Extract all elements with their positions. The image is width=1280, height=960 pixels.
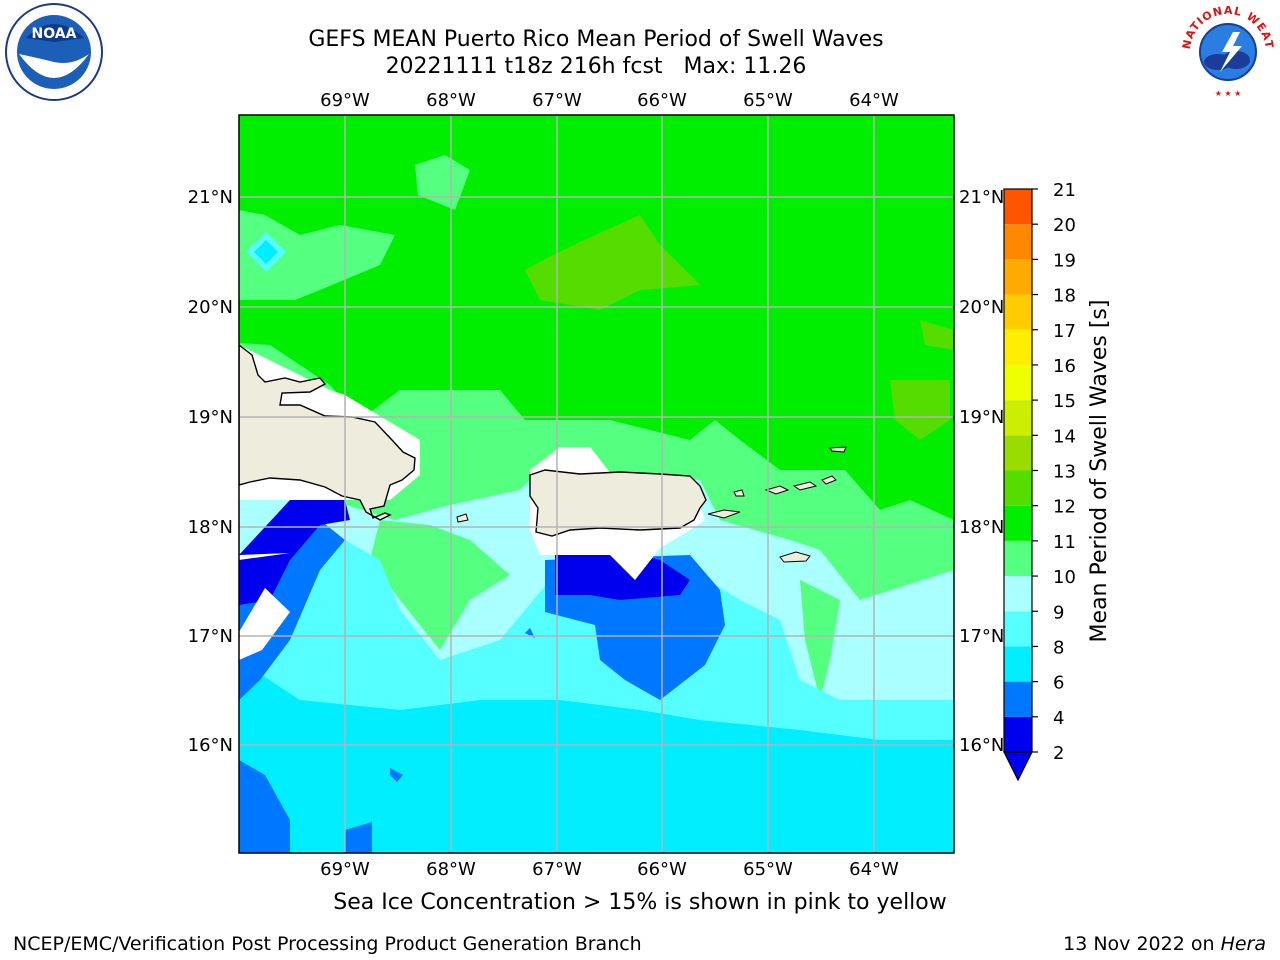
colorbar-tick-label: 8 bbox=[1053, 637, 1064, 658]
st-thomas bbox=[764, 485, 790, 495]
lon-label-bottom: 64°W bbox=[849, 859, 899, 880]
colorbar-tick-label: 20 bbox=[1053, 215, 1076, 236]
lat-label-left: 21°N bbox=[188, 187, 233, 208]
lon-label-bottom: 67°W bbox=[532, 859, 582, 880]
colorbar-bin bbox=[1004, 400, 1032, 436]
colorbar-bin bbox=[1004, 294, 1032, 330]
colorbar-tick-label: 2 bbox=[1053, 743, 1064, 764]
hispaniola bbox=[239, 344, 416, 521]
lat-label-right: 16°N bbox=[959, 735, 1004, 756]
latitude-labels-right: 21°N 20°N 19°N 18°N 17°N 16°N bbox=[959, 187, 1004, 756]
colorbar-tick-label: 18 bbox=[1053, 286, 1076, 307]
map-gridlines bbox=[239, 115, 954, 853]
vieques bbox=[707, 509, 741, 519]
chart-title: GEFS MEAN Puerto Rico Mean Period of Swe… bbox=[308, 27, 884, 52]
colorbar-tick-label: 13 bbox=[1053, 462, 1076, 483]
colorbar-bin bbox=[1004, 505, 1032, 541]
lon-label-top: 69°W bbox=[320, 90, 370, 111]
lat-label-left: 19°N bbox=[188, 407, 233, 428]
colorbar-tick-label: 19 bbox=[1053, 250, 1076, 271]
colorbar-tick-label: 4 bbox=[1053, 708, 1064, 729]
lat-label-right: 18°N bbox=[959, 517, 1004, 538]
chart-subtitle: 20221111 t18z 216h fcst Max: 11.26 bbox=[0, 54, 1192, 80]
longitude-labels-top: 69°W 68°W 67°W 66°W 65°W 64°W bbox=[320, 90, 899, 111]
lat-label-right: 21°N bbox=[959, 187, 1004, 208]
lon-label-bottom: 68°W bbox=[426, 859, 476, 880]
colorbar-bin bbox=[1004, 681, 1032, 717]
nws-logo: NATIONAL WEATHER SERVICE ★ ★ ★ bbox=[1178, 0, 1275, 98]
colorbar-tick-label: 6 bbox=[1053, 673, 1064, 694]
colorbar-bin bbox=[1004, 224, 1032, 260]
colorbar-label: Mean Period of Swell Waves [s] bbox=[1087, 300, 1112, 643]
lat-label-left: 20°N bbox=[188, 297, 233, 318]
run-info: 20221111 t18z 216h fcst bbox=[385, 54, 663, 79]
colorbar-bin bbox=[1004, 364, 1032, 401]
culebra bbox=[733, 489, 745, 497]
lon-label-top: 64°W bbox=[849, 90, 899, 111]
colorbar: 2 4 6 8 9 10 11 12 13 14 15 16 17 18 19 20 21 bbox=[1003, 180, 1076, 782]
colorbar-tick-label: 12 bbox=[1053, 497, 1076, 518]
host-name: Hera bbox=[1220, 933, 1266, 955]
date-text: 13 Nov 2022 on Hera bbox=[1063, 933, 1266, 955]
lon-label-top: 65°W bbox=[743, 90, 793, 111]
anegada bbox=[829, 446, 847, 453]
colorbar-bin bbox=[1004, 189, 1032, 225]
colorbar-tick-label: 9 bbox=[1053, 602, 1064, 623]
colorbar-bin bbox=[1004, 470, 1032, 506]
colorbar-bin bbox=[1004, 540, 1032, 577]
st-croix bbox=[779, 551, 811, 563]
max-value: Max: 11.26 bbox=[683, 54, 807, 79]
lon-label-top: 66°W bbox=[637, 90, 687, 111]
noaa-logo-text: NOAA bbox=[32, 26, 77, 42]
colorbar-underflow-arrow bbox=[1003, 751, 1033, 782]
colorbar-bin bbox=[1004, 435, 1032, 471]
longitude-labels-bottom: 69°W 68°W 67°W 66°W 65°W 64°W bbox=[320, 859, 899, 880]
colorbar-tick-label: 15 bbox=[1053, 391, 1076, 412]
lon-label-bottom: 65°W bbox=[743, 859, 793, 880]
colorbar-bin bbox=[1004, 329, 1032, 365]
lat-label-left: 18°N bbox=[188, 517, 233, 538]
lon-label-top: 67°W bbox=[532, 90, 582, 111]
lat-label-right: 17°N bbox=[959, 626, 1004, 647]
lon-label-bottom: 69°W bbox=[320, 859, 370, 880]
colorbar-bin bbox=[1004, 716, 1032, 752]
credit-text: NCEP/EMC/Verification Post Processing Pr… bbox=[13, 933, 642, 955]
lat-label-right: 20°N bbox=[959, 297, 1004, 318]
colorbar-tick-label: 21 bbox=[1053, 180, 1076, 201]
map-frame bbox=[238, 114, 955, 854]
colorbar-tick-label: 14 bbox=[1053, 426, 1076, 447]
lat-label-left: 17°N bbox=[188, 626, 233, 647]
date-label: 13 Nov 2022 on bbox=[1063, 933, 1215, 955]
colorbar-tick-label: 17 bbox=[1053, 321, 1076, 342]
latitude-labels-left: 21°N 20°N 19°N 18°N 17°N 16°N bbox=[188, 187, 233, 756]
colorbar-tick-label: 10 bbox=[1053, 567, 1076, 588]
sea-ice-note: Sea Ice Concentration > 15% is shown in … bbox=[333, 890, 947, 915]
tortola bbox=[792, 481, 818, 491]
lon-label-top: 68°W bbox=[426, 90, 476, 111]
colorbar-bin bbox=[1004, 259, 1032, 295]
colorbar-bin bbox=[1004, 611, 1032, 647]
colorbar-tick-label: 11 bbox=[1053, 532, 1076, 553]
lon-label-bottom: 66°W bbox=[637, 859, 687, 880]
virgin-gorda bbox=[821, 475, 837, 485]
colorbar-tick-label: 16 bbox=[1053, 356, 1076, 377]
colorbar-bin bbox=[1004, 646, 1032, 682]
svg-text:★ ★ ★: ★ ★ ★ bbox=[1215, 89, 1242, 98]
noaa-logo: NOAA bbox=[5, 3, 103, 101]
lat-label-left: 16°N bbox=[188, 735, 233, 756]
mona-island bbox=[456, 513, 469, 523]
lat-label-right: 19°N bbox=[959, 407, 1004, 428]
colorbar-bin bbox=[1004, 576, 1032, 612]
